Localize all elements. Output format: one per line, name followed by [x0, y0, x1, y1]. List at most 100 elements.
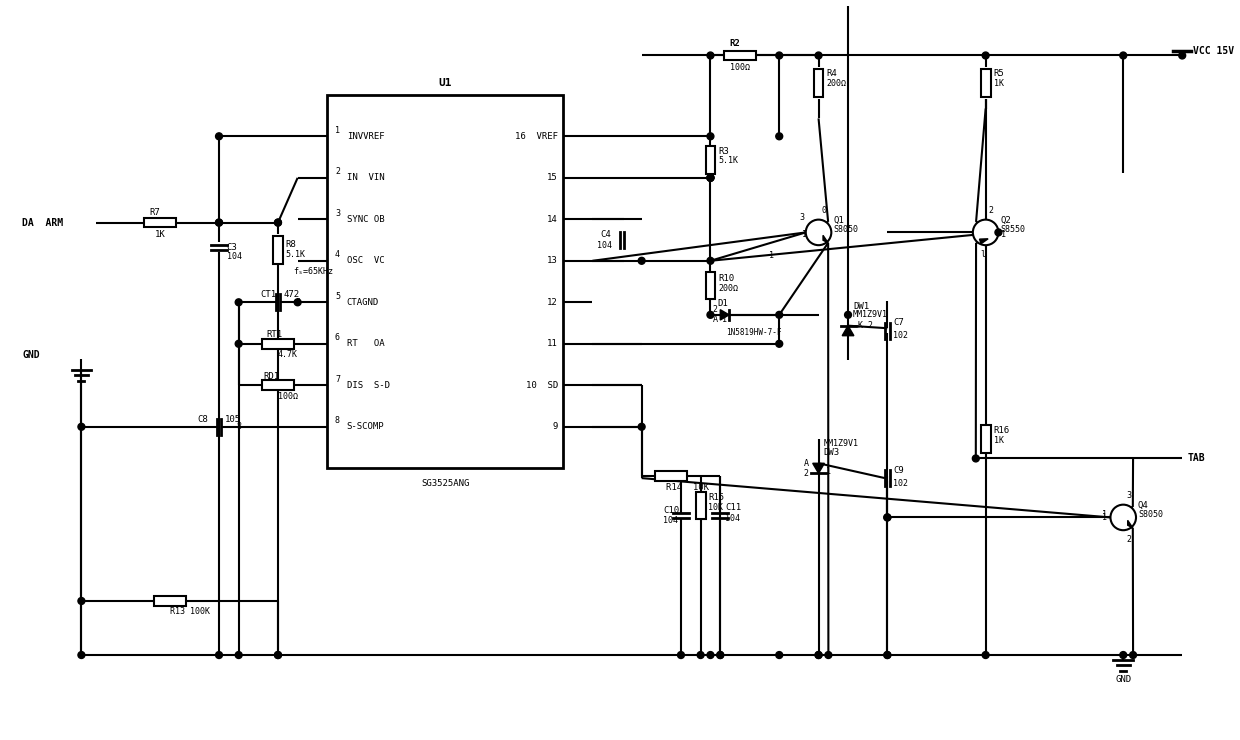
- Circle shape: [972, 455, 980, 462]
- Text: Q4: Q4: [1138, 501, 1148, 510]
- Text: 5.1K: 5.1K: [718, 156, 738, 165]
- Text: GND: GND: [1115, 675, 1131, 684]
- Circle shape: [294, 299, 301, 306]
- Circle shape: [236, 340, 242, 347]
- Text: 5: 5: [335, 292, 340, 301]
- Text: 1: 1: [335, 126, 340, 135]
- Circle shape: [677, 652, 684, 659]
- Text: 1K: 1K: [993, 78, 1003, 87]
- Circle shape: [707, 175, 714, 181]
- Circle shape: [1179, 52, 1185, 59]
- Text: C4: C4: [600, 229, 611, 238]
- Text: 1: 1: [826, 467, 831, 476]
- Text: 1: 1: [722, 315, 727, 324]
- Circle shape: [274, 652, 281, 659]
- Text: TAB: TAB: [1187, 454, 1205, 463]
- Text: VCC 15V: VCC 15V: [1193, 46, 1234, 56]
- Text: 10  SD: 10 SD: [526, 381, 558, 390]
- Circle shape: [639, 258, 645, 264]
- Circle shape: [815, 652, 822, 659]
- Circle shape: [216, 219, 222, 226]
- Text: DW1: DW1: [853, 302, 869, 311]
- Text: S-SCOMP: S-SCOMP: [347, 423, 384, 431]
- Circle shape: [815, 652, 822, 659]
- Text: GND: GND: [22, 350, 40, 360]
- Circle shape: [825, 652, 832, 659]
- Circle shape: [274, 219, 281, 226]
- Circle shape: [236, 652, 242, 659]
- Circle shape: [707, 133, 714, 140]
- Text: 102: 102: [893, 331, 908, 340]
- Text: 7: 7: [335, 375, 340, 384]
- Circle shape: [982, 652, 990, 659]
- Text: 2: 2: [335, 167, 340, 176]
- Text: 2: 2: [868, 321, 873, 330]
- Circle shape: [973, 220, 998, 245]
- Text: 104: 104: [725, 514, 740, 522]
- Circle shape: [884, 652, 890, 659]
- Circle shape: [776, 652, 782, 659]
- Bar: [706, 146, 715, 174]
- Circle shape: [707, 258, 714, 264]
- Bar: [273, 236, 283, 264]
- Polygon shape: [823, 235, 828, 243]
- Circle shape: [236, 299, 242, 306]
- Text: 1K: 1K: [993, 437, 1003, 445]
- Text: 8: 8: [237, 423, 242, 431]
- Text: fₛ=65KHz: fₛ=65KHz: [293, 267, 332, 276]
- Text: Q2: Q2: [1001, 216, 1011, 225]
- Text: 3: 3: [335, 209, 340, 218]
- Text: 104: 104: [663, 516, 678, 525]
- Text: R15: R15: [708, 493, 724, 502]
- Text: R10: R10: [718, 274, 734, 283]
- Text: 3: 3: [799, 213, 804, 222]
- Polygon shape: [1127, 520, 1133, 528]
- Text: 16  VREF: 16 VREF: [515, 132, 558, 141]
- Text: R4: R4: [826, 69, 837, 78]
- Text: 1N5819HW-7-F: 1N5819HW-7-F: [727, 328, 781, 337]
- Text: R13 100K: R13 100K: [170, 608, 210, 616]
- Bar: [696, 491, 706, 519]
- Text: K: K: [858, 321, 863, 330]
- Circle shape: [884, 652, 890, 659]
- Text: 200Ω: 200Ω: [718, 284, 738, 293]
- Bar: [656, 471, 687, 481]
- Circle shape: [1111, 505, 1136, 530]
- Bar: [724, 50, 755, 61]
- Text: 15: 15: [547, 173, 558, 182]
- Circle shape: [815, 52, 822, 59]
- Text: 4: 4: [335, 250, 340, 259]
- Text: R3: R3: [718, 147, 729, 155]
- Text: 472: 472: [284, 290, 300, 299]
- Text: INVVREF: INVVREF: [347, 132, 384, 141]
- Text: R5: R5: [993, 69, 1004, 78]
- Text: OSC  VC: OSC VC: [347, 256, 384, 266]
- Circle shape: [707, 175, 714, 181]
- Text: DA  ARM: DA ARM: [22, 218, 63, 228]
- Bar: [706, 272, 715, 299]
- Circle shape: [776, 133, 782, 140]
- Circle shape: [717, 652, 724, 659]
- Circle shape: [1120, 52, 1127, 59]
- Text: 11: 11: [547, 340, 558, 349]
- Text: C9: C9: [893, 465, 904, 475]
- Text: U1: U1: [438, 78, 451, 88]
- Text: S8550: S8550: [1001, 225, 1025, 234]
- Circle shape: [776, 312, 782, 318]
- Text: C10: C10: [663, 506, 680, 515]
- Polygon shape: [720, 310, 729, 320]
- Text: A: A: [713, 315, 718, 324]
- Text: 1: 1: [769, 252, 775, 260]
- Text: 6: 6: [335, 333, 340, 343]
- Circle shape: [639, 423, 645, 430]
- Bar: [981, 425, 991, 453]
- Circle shape: [994, 229, 1002, 236]
- Text: 1: 1: [1002, 230, 1007, 239]
- Text: C3: C3: [227, 243, 238, 252]
- Text: 100Ω: 100Ω: [278, 391, 298, 400]
- Circle shape: [274, 652, 281, 659]
- Circle shape: [707, 312, 714, 318]
- Text: 4.7K: 4.7K: [278, 350, 298, 359]
- Text: 100Ω: 100Ω: [730, 63, 750, 72]
- Text: 105: 105: [224, 415, 241, 425]
